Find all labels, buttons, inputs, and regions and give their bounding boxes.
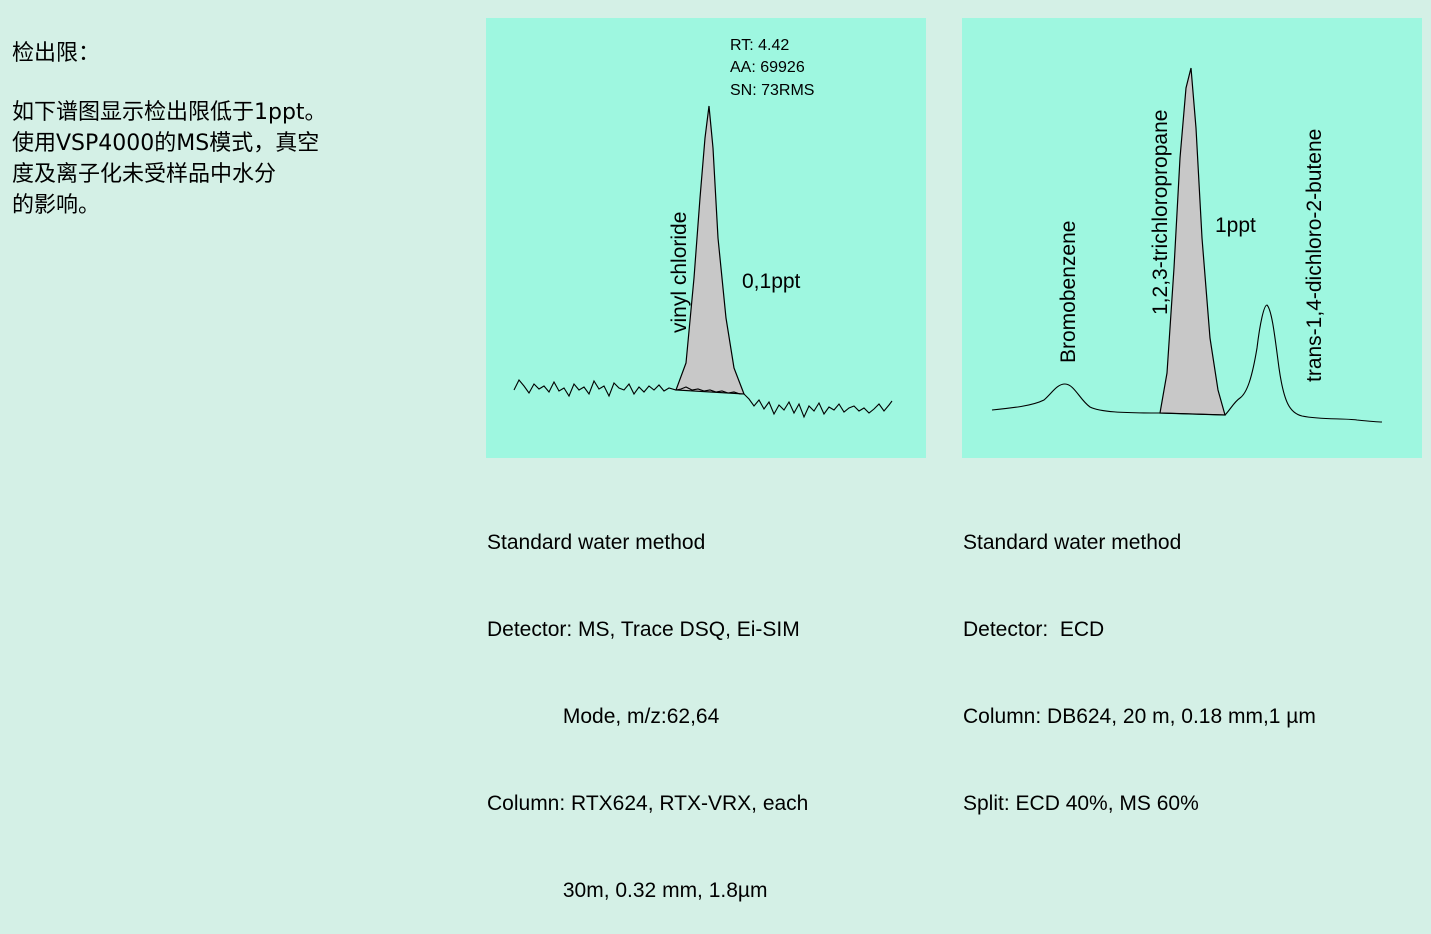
intro-body-line: 度及离子化未受样品中水分 [12,162,277,187]
area-label: AA: 69926 [730,59,805,76]
caption-line: Column: DB624, 20 m, 0.18 mm,1 µm [963,705,1316,728]
intro-heading: 检出限： [12,41,101,66]
chromatogram-ms-svg: RT: 4.42 AA: 69926 SN: 73RMS vinyl chlor… [513,37,893,419]
caption-line: Split: ECD 40%, MS 60% [963,792,1199,815]
vinyl-chloride-peak-area [675,105,745,395]
caption-line: Standard water method [963,531,1182,554]
intro-body-line: 的影响。 [12,193,101,218]
trichloropropane-peak-label: 1,2,3-trichloropropane [1149,110,1172,315]
caption-ms-method: Standard water method Detector: MS, Trac… [487,470,808,934]
chromatogram-panel-ms: RT: 4.42 AA: 69926 SN: 73RMS vinyl chlor… [486,18,926,458]
caption-line: Standard water method [487,531,706,554]
intro-text-block: 检出限： 如下谱图显示检出限低于1ppt。 使用VSP4000的MS模式，真空 … [12,38,472,221]
signal-noise-label: SN: 73RMS [730,82,814,99]
caption-line: Detector: ECD [963,618,1105,641]
trichloropropane-peak-area [1159,67,1226,416]
intro-body-line: 使用VSP4000的MS模式，真空 [12,131,320,156]
caption-line: Detector: MS, Trace DSQ, Ei-SIM [487,618,800,641]
caption-ecd-method: Standard water method Detector: ECD Colu… [963,470,1316,847]
caption-line: Column: RTX624, RTX-VRX, each [487,792,809,815]
intro-body-line: 如下谱图显示检出限低于1ppt。 [12,100,327,125]
caption-line: 30m, 0.32 mm, 1.8µm [487,879,768,902]
chromatogram-ecd-svg: Bromobenzene 1,2,3-trichloropropane tran… [991,67,1383,423]
ecd-baseline-trace [991,304,1383,423]
vinyl-chloride-peak-label: vinyl chloride [668,212,691,333]
retention-time-label: RT: 4.42 [730,37,789,54]
chromatogram-panel-ecd: Bromobenzene 1,2,3-trichloropropane tran… [962,18,1422,458]
concentration-label-right: 1ppt [1215,214,1256,237]
ms-baseline-trace [513,379,893,419]
dichlorobutene-peak-label: trans-1,4-dichloro-2-butene [1303,129,1326,382]
concentration-label-left: 0,1ppt [742,270,801,293]
caption-line: Mode, m/z:62,64 [487,705,720,728]
bromobenzene-peak-label: Bromobenzene [1057,221,1080,363]
